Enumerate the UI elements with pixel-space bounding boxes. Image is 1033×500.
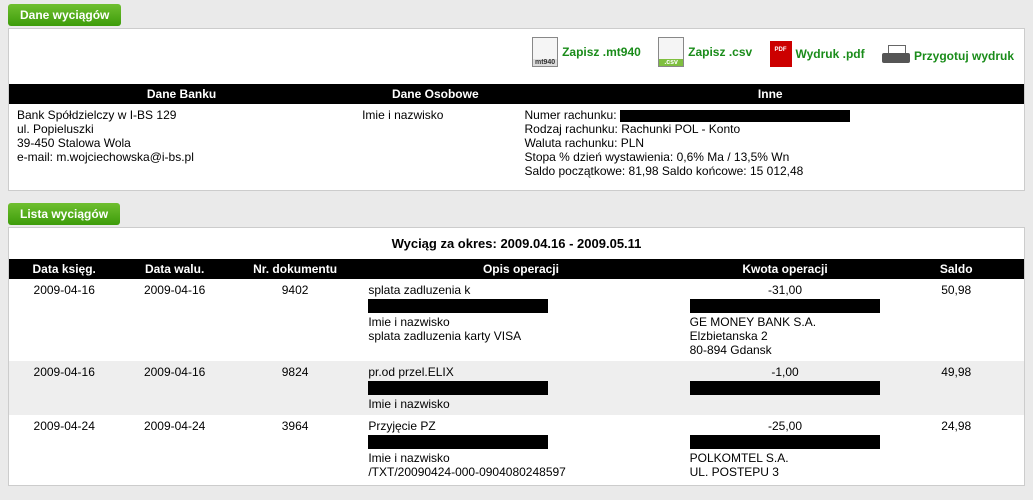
redacted-block bbox=[690, 381, 880, 395]
mt940-icon bbox=[532, 37, 558, 67]
info-header-personal: Dane Osobowe bbox=[354, 84, 516, 104]
other-details: Numer rachunku: Rodzaj rachunku: Rachunk… bbox=[516, 104, 1024, 182]
counterparty-line: UL. POSTEPU 3 bbox=[690, 465, 881, 479]
redacted-block bbox=[368, 435, 548, 449]
cell-desc: Przyjęcie PZ Imie i nazwisko/TXT/20090424… bbox=[360, 415, 681, 483]
desc-line: splata zadluzenia k bbox=[368, 283, 673, 297]
cell-value-date: 2009-04-16 bbox=[119, 279, 229, 361]
cell-doc-no: 3964 bbox=[230, 415, 361, 483]
cell-desc: splata zadluzenia k Imie i nazwiskosplata… bbox=[360, 279, 681, 361]
personal-line1: Imie i nazwisko bbox=[362, 108, 508, 122]
export-toolbar: Zapisz .mt940 Zapisz .csv Wydruk .pdf Pr… bbox=[9, 29, 1024, 78]
desc-line: Imie i nazwisko bbox=[368, 397, 673, 411]
cell-amount: -25,00 POLKOMTEL S.A.UL. POSTEPU 3 bbox=[682, 415, 889, 483]
desc-line: splata zadluzenia karty VISA bbox=[368, 329, 673, 343]
bank-details: Bank Spółdzielczy w I-BS 129 ul. Popielu… bbox=[9, 104, 354, 182]
cell-value-date: 2009-04-24 bbox=[119, 415, 229, 483]
section-header-list: Lista wyciągów bbox=[8, 203, 120, 225]
prepare-print-link[interactable]: Przygotuj wydruk bbox=[882, 45, 1014, 67]
cell-balance: 24,98 bbox=[888, 415, 1024, 483]
pdf-icon bbox=[770, 41, 792, 67]
acct-rate: Stopa % dzień wystawienia: 0,6% Ma / 13,… bbox=[524, 150, 1016, 164]
statement-panel: Wyciąg za okres: 2009.04.16 - 2009.05.11… bbox=[8, 227, 1025, 486]
info-panel: Zapisz .mt940 Zapisz .csv Wydruk .pdf Pr… bbox=[8, 28, 1025, 191]
cell-doc-no: 9824 bbox=[230, 361, 361, 415]
table-row: 2009-04-242009-04-243964Przyjęcie PZImie… bbox=[9, 415, 1024, 483]
acct-currency: Waluta rachunku: PLN bbox=[524, 136, 1016, 150]
save-csv-link[interactable]: Zapisz .csv bbox=[658, 37, 752, 67]
table-row: 2009-04-162009-04-169824pr.od przel.ELIX… bbox=[9, 361, 1024, 415]
col-desc: Opis operacji bbox=[360, 259, 681, 279]
desc-line: Przyjęcie PZ bbox=[368, 419, 673, 433]
acct-no-label: Numer rachunku: bbox=[524, 108, 616, 122]
print-pdf-label: Wydruk .pdf bbox=[796, 47, 865, 61]
desc-line: Imie i nazwisko bbox=[368, 451, 673, 465]
cell-amount: -31,00 GE MONEY BANK S.A.Elzbietanska 280… bbox=[682, 279, 889, 361]
cell-post-date: 2009-04-16 bbox=[9, 279, 119, 361]
save-mt940-link[interactable]: Zapisz .mt940 bbox=[532, 37, 641, 67]
acct-no-redacted bbox=[620, 110, 850, 122]
bank-email: e-mail: m.wojciechowska@i-bs.pl bbox=[17, 150, 346, 164]
save-mt940-label: Zapisz .mt940 bbox=[562, 45, 641, 59]
cell-balance: 50,98 bbox=[888, 279, 1024, 361]
cell-doc-no: 9402 bbox=[230, 279, 361, 361]
amount-value: -1,00 bbox=[690, 365, 881, 379]
amount-value: -31,00 bbox=[690, 283, 881, 297]
counterparty-line: 80-894 Gdansk bbox=[690, 343, 881, 357]
desc-line: pr.od przel.ELIX bbox=[368, 365, 673, 379]
counterparty-line: POLKOMTEL S.A. bbox=[690, 451, 881, 465]
redacted-block bbox=[368, 381, 548, 395]
cell-post-date: 2009-04-24 bbox=[9, 415, 119, 483]
cell-post-date: 2009-04-16 bbox=[9, 361, 119, 415]
desc-line: /TXT/20090424-000-0904080248597 bbox=[368, 465, 673, 479]
info-header-other: Inne bbox=[516, 84, 1024, 104]
personal-details: Imie i nazwisko bbox=[354, 104, 516, 182]
redacted-block bbox=[690, 435, 880, 449]
desc-line: Imie i nazwisko bbox=[368, 315, 673, 329]
bank-city: 39-450 Stalowa Wola bbox=[17, 136, 346, 150]
counterparty-line: GE MONEY BANK S.A. bbox=[690, 315, 881, 329]
col-balance: Saldo bbox=[888, 259, 1024, 279]
cell-balance: 49,98 bbox=[888, 361, 1024, 415]
col-value-date: Data walu. bbox=[119, 259, 229, 279]
bank-street: ul. Popieluszki bbox=[17, 122, 346, 136]
col-post-date: Data księg. bbox=[9, 259, 119, 279]
acct-balances: Saldo początkowe: 81,98 Saldo końcowe: 1… bbox=[524, 164, 1016, 178]
csv-icon bbox=[658, 37, 684, 67]
save-csv-label: Zapisz .csv bbox=[688, 45, 752, 59]
counterparty-line: Elzbietanska 2 bbox=[690, 329, 881, 343]
section-header-data: Dane wyciągów bbox=[8, 4, 121, 26]
operations-table: Data księg. Data walu. Nr. dokumentu Opi… bbox=[9, 259, 1024, 483]
bank-name: Bank Spółdzielczy w I-BS 129 bbox=[17, 108, 346, 122]
statement-period: Wyciąg za okres: 2009.04.16 - 2009.05.11 bbox=[9, 228, 1024, 259]
redacted-block bbox=[368, 299, 548, 313]
cell-desc: pr.od przel.ELIX Imie i nazwisko bbox=[360, 361, 681, 415]
cell-amount: -1,00 bbox=[682, 361, 889, 415]
amount-value: -25,00 bbox=[690, 419, 881, 433]
info-header-bank: Dane Banku bbox=[9, 84, 354, 104]
prepare-print-label: Przygotuj wydruk bbox=[914, 49, 1014, 63]
col-amount: Kwota operacji bbox=[682, 259, 889, 279]
table-row: 2009-04-162009-04-169402splata zadluzeni… bbox=[9, 279, 1024, 361]
cell-value-date: 2009-04-16 bbox=[119, 361, 229, 415]
acct-type: Rodzaj rachunku: Rachunki POL - Konto bbox=[524, 122, 1016, 136]
printer-icon bbox=[882, 45, 910, 67]
redacted-block bbox=[690, 299, 880, 313]
col-doc-no: Nr. dokumentu bbox=[230, 259, 361, 279]
info-table: Dane Banku Dane Osobowe Inne Bank Spółdz… bbox=[9, 84, 1024, 182]
print-pdf-link[interactable]: Wydruk .pdf bbox=[770, 41, 865, 67]
